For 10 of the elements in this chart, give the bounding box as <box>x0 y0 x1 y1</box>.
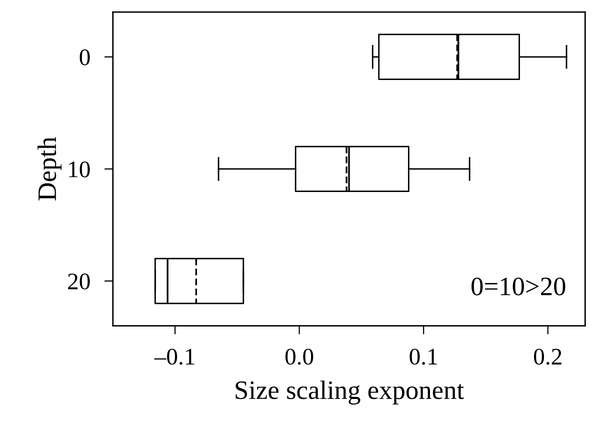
x-tick-label: 0.0 <box>285 348 314 365</box>
y-tick-label: 0 <box>80 49 90 66</box>
y-axis-title: Depth <box>38 137 62 200</box>
x-tick-label: –0.1 <box>154 348 194 365</box>
x-tick-label: 0.2 <box>534 348 562 365</box>
y-tick-label: 10 <box>69 161 90 178</box>
x-tick-label: 0.1 <box>410 348 437 365</box>
y-tick-label: 20 <box>68 274 90 290</box>
annotation: 0=10>20 <box>472 278 566 296</box>
x-axis-title: Size scaling exponent <box>236 380 464 405</box>
